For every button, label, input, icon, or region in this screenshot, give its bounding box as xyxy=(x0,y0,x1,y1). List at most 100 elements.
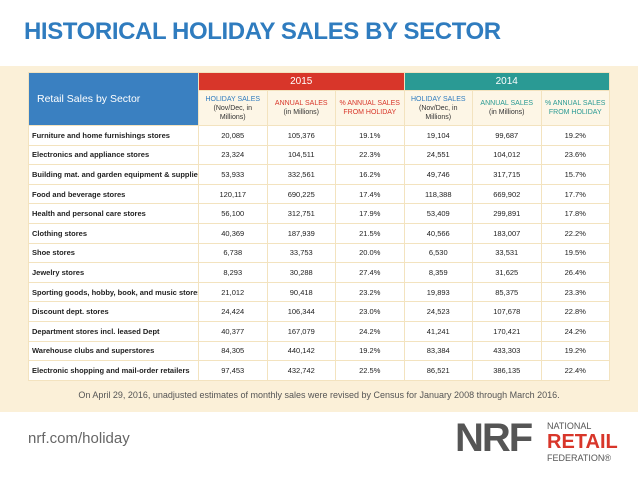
table-row: Clothing stores 40,369 187,939 21.5% 40,566 1… xyxy=(28,222,610,244)
cell: 97,453 xyxy=(198,360,268,381)
column-sublabel: (Nov/Dec, in Millions) xyxy=(418,104,458,121)
cell: 40,566 xyxy=(403,222,473,244)
column-label: % ANNUAL SALES FROM HOLIDAY xyxy=(339,100,400,116)
cell: 17.4% xyxy=(335,183,405,205)
url[interactable]: nrf.com/holiday xyxy=(28,430,130,447)
logo-text: FEDERATION® xyxy=(547,453,611,463)
table-row: Health and personal care stores 56,100 312… xyxy=(28,203,610,224)
cell: 27.4% xyxy=(335,262,405,283)
table-body: Furniture and home furnishings stores 20,… xyxy=(28,125,610,381)
column-label: ANNUAL SALES xyxy=(274,100,328,107)
sector-name: Clothing stores xyxy=(28,222,199,244)
sales-table: Retail Sales by Sector 2015 2014 HOLIDAY … xyxy=(28,72,610,381)
cell: 33,753 xyxy=(266,242,336,264)
cell: 19.1% xyxy=(335,125,405,146)
cell: 40,369 xyxy=(198,222,268,244)
cell: 26.4% xyxy=(540,262,610,283)
cell: 90,418 xyxy=(266,281,336,303)
sector-name: Department stores incl. leased Dept xyxy=(28,320,199,342)
sector-name: Building mat. and garden equipment & sup… xyxy=(28,164,199,185)
sector-header: Retail Sales by Sector xyxy=(28,72,199,126)
cell: 22.3% xyxy=(335,144,405,166)
cell: 23,324 xyxy=(198,144,268,166)
table-row: Shoe stores 6,738 33,753 20.0% 6,530 33,531 19… xyxy=(28,242,610,264)
cell: 24,523 xyxy=(403,301,473,322)
cell: 83,384 xyxy=(403,340,473,362)
table-row: Electronic shopping and mail-order retai… xyxy=(28,360,610,381)
sector-name: Furniture and home furnishings stores xyxy=(28,125,199,146)
cell: 167,079 xyxy=(266,320,336,342)
cell: 23.0% xyxy=(335,301,405,322)
cell: 85,375 xyxy=(472,281,542,303)
cell: 30,288 xyxy=(266,262,336,283)
cell: 690,225 xyxy=(266,183,336,205)
cell: 6,530 xyxy=(403,242,473,264)
column-header: % ANNUAL SALES FROM HOLIDAY xyxy=(335,90,405,126)
column-label: HOLIDAY SALES xyxy=(410,95,466,103)
cell: 23.2% xyxy=(335,281,405,303)
column-label: % ANNUAL SALES FROM HOLIDAY xyxy=(545,100,606,116)
cell: 106,344 xyxy=(266,301,336,322)
cell: 33,531 xyxy=(472,242,542,264)
sector-name: Food and beverage stores xyxy=(28,183,199,205)
cell: 22.2% xyxy=(540,222,610,244)
sector-name: Warehouse clubs and superstores xyxy=(28,340,199,362)
sector-name: Shoe stores xyxy=(28,242,199,264)
cell: 19.2% xyxy=(540,125,610,146)
table-row: Warehouse clubs and superstores 84,305 440… xyxy=(28,340,610,362)
cell: 23.6% xyxy=(540,144,610,166)
sector-name: Health and personal care stores xyxy=(28,203,199,224)
cell: 53,409 xyxy=(403,203,473,224)
cell: 24.2% xyxy=(540,320,610,342)
cell: 49,746 xyxy=(403,164,473,185)
header-row: Retail Sales by Sector 2015 2014 xyxy=(28,72,610,126)
cell: 15.7% xyxy=(540,164,610,185)
cell: 22.4% xyxy=(540,360,610,381)
column-header: ANNUAL SALES (in Millions) xyxy=(266,90,336,126)
table-head: Retail Sales by Sector 2015 2014 HOLIDAY … xyxy=(28,72,610,126)
cell: 8,293 xyxy=(198,262,268,283)
footnote: On April 29, 2016, unadjusted estimates … xyxy=(78,390,560,400)
cell: 440,142 xyxy=(266,340,336,362)
table-row: Furniture and home furnishings stores 20,… xyxy=(28,125,610,146)
column-header: ANNUAL SALES (in Millions) xyxy=(472,90,542,126)
cell: 22.8% xyxy=(540,301,610,322)
cell: 104,012 xyxy=(472,144,542,166)
table-row: Jewelry stores 8,293 30,288 27.4% 8,359 31,62… xyxy=(28,262,610,283)
cell: 24,424 xyxy=(198,301,268,322)
table-row: Food and beverage stores 120,117 690,225 17… xyxy=(28,183,610,205)
cell: 104,511 xyxy=(266,144,336,166)
logo-text: NATIONAL xyxy=(547,421,592,431)
table-row: Sporting goods, hobby, book, and music s… xyxy=(28,281,610,303)
table-row: Discount dept. stores 24,424 106,344 23.0% 2… xyxy=(28,301,610,322)
cell: 56,100 xyxy=(198,203,268,224)
cell: 53,933 xyxy=(198,164,268,185)
sector-name: Discount dept. stores xyxy=(28,301,199,322)
cell: 21,012 xyxy=(198,281,268,303)
table-row: Electronics and appliance stores 23,324 10… xyxy=(28,144,610,166)
cell: 19.5% xyxy=(540,242,610,264)
table-row: Building mat. and garden equipment & sup… xyxy=(28,164,610,185)
cell: 16.2% xyxy=(335,164,405,185)
cell: 40,377 xyxy=(198,320,268,342)
cell: 312,751 xyxy=(266,203,336,224)
cell: 332,561 xyxy=(266,164,336,185)
subheader-row: HOLIDAY SALES (Nov/Dec, in Millions) ANNUA… xyxy=(29,90,610,126)
cell: 183,007 xyxy=(472,222,542,244)
cell: 118,388 xyxy=(403,183,473,205)
cell: 19.2% xyxy=(335,340,405,362)
cell: 170,421 xyxy=(472,320,542,342)
cell: 6,738 xyxy=(198,242,268,264)
cell: 17.7% xyxy=(540,183,610,205)
cell: 299,891 xyxy=(472,203,542,224)
cell: 317,715 xyxy=(472,164,542,185)
title: HISTORICAL HOLIDAY SALES BY SECTOR xyxy=(24,18,501,45)
cell: 21.5% xyxy=(335,222,405,244)
year-header: 2014 xyxy=(403,72,610,91)
cell: 24,551 xyxy=(403,144,473,166)
column-label: ANNUAL SALES xyxy=(480,100,534,107)
cell: 22.5% xyxy=(335,360,405,381)
cell: 41,241 xyxy=(403,320,473,342)
cell: 31,625 xyxy=(472,262,542,283)
